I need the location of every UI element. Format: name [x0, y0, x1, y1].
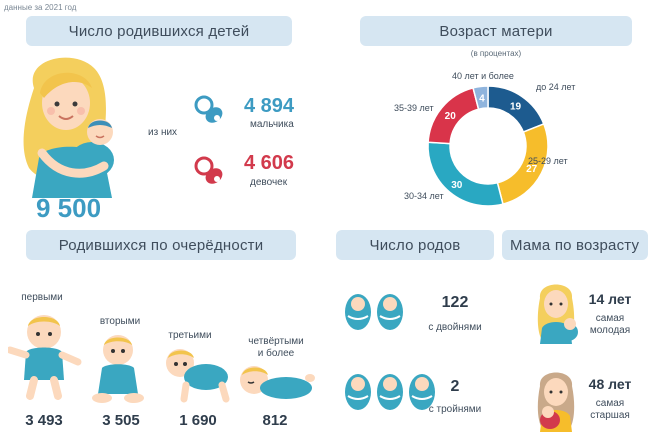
- twins-label: с двойнями: [428, 322, 482, 333]
- donut-label-40-plus: 40 лет и более: [452, 71, 514, 81]
- donut-value-35-39: 20: [445, 111, 457, 122]
- donut-value-25-29: 27: [526, 164, 538, 175]
- donut-value-40-plus: 4: [479, 93, 485, 104]
- births-total: 9 500: [36, 193, 102, 223]
- older-mother-illustration: [537, 372, 575, 432]
- order-second-value: 3 505: [102, 412, 140, 429]
- mother-age-title: Возраст матери: [360, 16, 632, 46]
- mother-age-subtitle: (в процентах): [470, 49, 522, 58]
- baby-sitting-illustration: [92, 335, 144, 403]
- order-first-value: 3 493: [25, 412, 63, 429]
- order-first-label: первыми: [21, 292, 63, 303]
- donut-value-under-24: 19: [510, 101, 522, 112]
- order-second-label: вторыми: [99, 316, 141, 327]
- donut-slice-40-plus: [472, 85, 489, 111]
- triplets-value: 2: [450, 378, 460, 395]
- youngest-label: самая молодая: [589, 313, 631, 336]
- mom-by-age-title: Мама по возрасту: [502, 230, 648, 260]
- mother-with-baby-illustration: [23, 57, 114, 198]
- twins-icon: [345, 294, 403, 330]
- girls-label: девочек: [250, 177, 288, 188]
- triplets-label: с тройнями: [428, 404, 482, 415]
- girls-value: 4 606: [244, 152, 295, 174]
- baby-walking-illustration: [8, 315, 82, 400]
- of-them-label: из них: [148, 127, 178, 138]
- youngest-value: 14 лет: [588, 291, 632, 307]
- donut-label-25-29: 25-29 лет: [528, 156, 568, 166]
- birth-order-title: Родившихся по очерёдности: [26, 230, 296, 260]
- donut-label-30-34: 30-34 лет: [404, 191, 444, 201]
- order-fourth-value: 812: [262, 412, 288, 429]
- order-fourth-label: четвёртыми и более: [248, 336, 304, 359]
- donut-value-30-34: 30: [451, 180, 463, 191]
- twins-value: 122: [441, 294, 469, 311]
- boys-value: 4 894: [244, 95, 295, 117]
- triplets-icon: [345, 374, 435, 410]
- donut-label-35-39: 35-39 лет: [394, 103, 434, 113]
- blue-pacifier-icon: [194, 95, 223, 123]
- boys-label: мальчика: [250, 119, 294, 130]
- deliveries-title: Число родов: [336, 230, 494, 260]
- oldest-label: самая старшая: [590, 398, 630, 421]
- red-pacifier-icon: [194, 156, 223, 184]
- births-title: Число родившихся детей: [26, 16, 292, 46]
- baby-crawling-illustration: [166, 349, 230, 403]
- order-third-label: третьими: [168, 330, 212, 341]
- data-year-note: данные за 2021 год: [4, 3, 77, 12]
- order-third-value: 1 690: [179, 412, 217, 429]
- young-mother-illustration: [537, 284, 578, 344]
- oldest-value: 48 лет: [588, 376, 632, 392]
- donut-label-under-24: до 24 лет: [536, 82, 575, 92]
- baby-lying-illustration: [240, 366, 315, 399]
